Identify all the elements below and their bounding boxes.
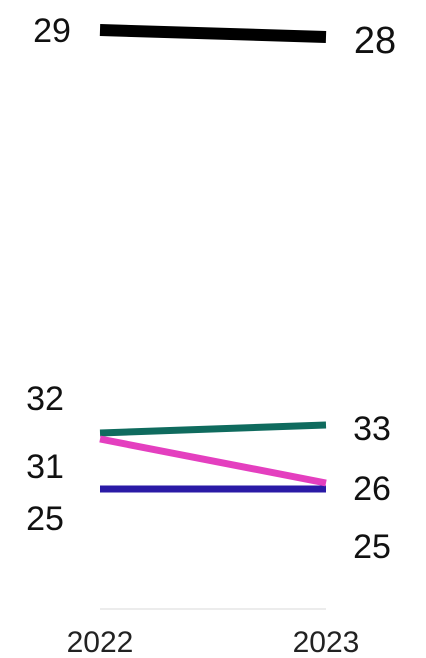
series-3-label-2023: 26	[353, 470, 391, 508]
series-4-label-2023: 25	[353, 528, 391, 566]
series-2-label-2022: 32	[26, 380, 64, 418]
x-tick-label-2023: 2023	[293, 626, 360, 658]
series-1-label-2022: 29	[33, 12, 71, 50]
series-2-line	[99, 421, 327, 437]
x-tick-layer: 2022 2023	[67, 626, 360, 658]
series-1-line	[99, 24, 327, 43]
series-4-label-2022: 25	[26, 500, 64, 538]
label-layer: 29 28 32 33 31 26 25 25	[26, 12, 396, 566]
series-layer	[99, 24, 327, 493]
x-tick-label-2022: 2022	[67, 626, 134, 658]
series-1-label-2023: 28	[354, 20, 396, 62]
series-3-label-2022: 31	[26, 448, 64, 486]
series-3-line	[99, 435, 327, 487]
series-2-label-2023: 33	[353, 410, 391, 448]
